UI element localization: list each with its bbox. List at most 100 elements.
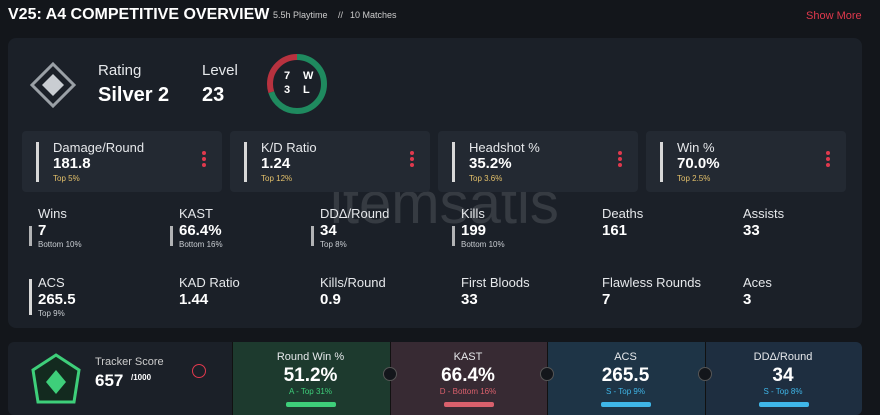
rank-bar — [36, 142, 39, 182]
stat-label: KAD Ratio — [179, 275, 240, 290]
level: 23 — [202, 84, 225, 106]
stat-label: Headshot % — [469, 140, 540, 155]
stat-rank: Top 8% — [320, 240, 347, 249]
wins: 7 — [284, 70, 291, 82]
rank-bar — [660, 142, 663, 182]
menu-dots[interactable] — [202, 151, 206, 155]
stat-label: Kills/Round — [320, 275, 386, 290]
plus-icon — [540, 367, 554, 381]
stat-label: Flawless Rounds — [602, 275, 701, 290]
menu-dots[interactable] — [202, 157, 206, 161]
stat-card — [230, 131, 430, 192]
info-icon[interactable] — [192, 364, 206, 378]
rating: Silver 2 — [98, 84, 170, 106]
stat-value: 199 — [461, 222, 487, 239]
menu-dots[interactable] — [618, 163, 622, 167]
stat-rank: Top 3.6% — [469, 174, 503, 183]
menu-dots[interactable] — [826, 151, 830, 155]
plus-icon — [382, 367, 397, 381]
stat-value: 33 — [461, 291, 478, 308]
stat-value: 7 — [38, 222, 47, 239]
menu-dots[interactable] — [202, 163, 206, 167]
tracker-emblem — [31, 353, 81, 404]
stat-card — [646, 131, 846, 192]
losses: 3 — [284, 84, 291, 96]
menu-dots[interactable] — [826, 163, 830, 167]
stat-card — [22, 131, 222, 192]
stat-label: Deaths — [602, 206, 644, 221]
stat-value: 3 — [743, 291, 752, 308]
stat-label: ACS — [38, 275, 65, 290]
level-label: Level — [202, 62, 238, 79]
menu-dots[interactable] — [410, 163, 414, 167]
stat-value: 33 — [743, 222, 760, 239]
stat-label: K/D Ratio — [261, 140, 317, 155]
plus-icon — [697, 367, 712, 381]
stat-rank: Bottom 10% — [38, 240, 82, 249]
tracker-stat-value: 34 — [772, 365, 794, 386]
stat-rank: Top 2.5% — [677, 174, 711, 183]
show-more[interactable]: Show More — [806, 10, 862, 22]
rank-bar — [452, 226, 455, 246]
stat-label: Aces — [743, 275, 772, 290]
menu-dots[interactable] — [410, 157, 414, 161]
stat-rank: Bottom 16% — [179, 240, 223, 249]
rank-bar — [452, 142, 455, 182]
stat-label: Assists — [743, 206, 785, 221]
tracker-stat-label: ACS — [614, 351, 637, 363]
tracker-max: /1000 — [131, 373, 152, 382]
tracker-stat-label: DDΔ/Round — [753, 351, 813, 363]
tracker-stat-bar — [286, 402, 336, 407]
rank-bar — [29, 279, 32, 315]
win-loss-donut — [267, 54, 327, 114]
stat-label: Damage/Round — [53, 140, 145, 155]
playtime: 5.5h Playtime — [273, 10, 328, 20]
menu-dots[interactable] — [826, 157, 830, 161]
rank-bar — [29, 226, 32, 246]
tracker-score: 657 — [95, 371, 124, 390]
menu-dots[interactable] — [410, 151, 414, 155]
tracker-stat-value: 265.5 — [601, 365, 650, 386]
stat-label: First Bloods — [461, 275, 530, 290]
tracker-stat-bar — [443, 402, 494, 407]
rating-label: Rating — [98, 62, 142, 79]
stat-label: Kills — [461, 206, 485, 221]
rank-icon — [30, 62, 76, 108]
tracker-stat-rank: D - Bottom 16% — [439, 387, 497, 396]
stat-value: 7 — [602, 291, 611, 308]
stat-value: 1.24 — [261, 155, 291, 172]
stat-value: 161 — [602, 222, 628, 239]
tracker-stat-rank: S - Top 9% — [606, 387, 645, 396]
stat-label: DDΔ/Round — [320, 206, 390, 221]
stat-value: 181.8 — [53, 155, 91, 172]
stat-card — [438, 131, 638, 192]
tracker-stat-label: Round Win % — [276, 351, 345, 363]
stat-label: KAST — [179, 206, 213, 221]
stat-value: 66.4% — [179, 222, 222, 239]
rank-bar — [244, 142, 247, 182]
separator: // — [338, 10, 344, 20]
stat-rank: Top 9% — [38, 309, 65, 318]
rank-bar — [311, 226, 314, 246]
tracker-stat-label: KAST — [453, 351, 483, 363]
tracker-stat-value: 66.4% — [441, 365, 495, 386]
stat-value: 265.5 — [38, 291, 76, 308]
tracker-stat-bar — [601, 402, 651, 407]
tracker-stat-bar — [758, 402, 809, 407]
stat-rank: Top 5% — [53, 174, 80, 183]
tracker-label: Tracker Score — [95, 356, 164, 368]
stat-label: Win % — [677, 140, 715, 155]
stat-value: 1.44 — [179, 291, 209, 308]
stat-rank: Bottom 10% — [461, 240, 505, 249]
win-letter: W — [303, 70, 314, 82]
donut-arc — [267, 54, 327, 114]
menu-dots[interactable] — [618, 157, 622, 161]
tracker-stat-value: 51.2% — [283, 365, 338, 386]
title: V25: A4 COMPETITIVE OVERVIEW — [8, 6, 270, 23]
stat-value: 0.9 — [320, 291, 341, 308]
stat-value: 35.2% — [469, 155, 512, 172]
stat-label: Wins — [38, 206, 67, 221]
menu-dots[interactable] — [618, 151, 622, 155]
